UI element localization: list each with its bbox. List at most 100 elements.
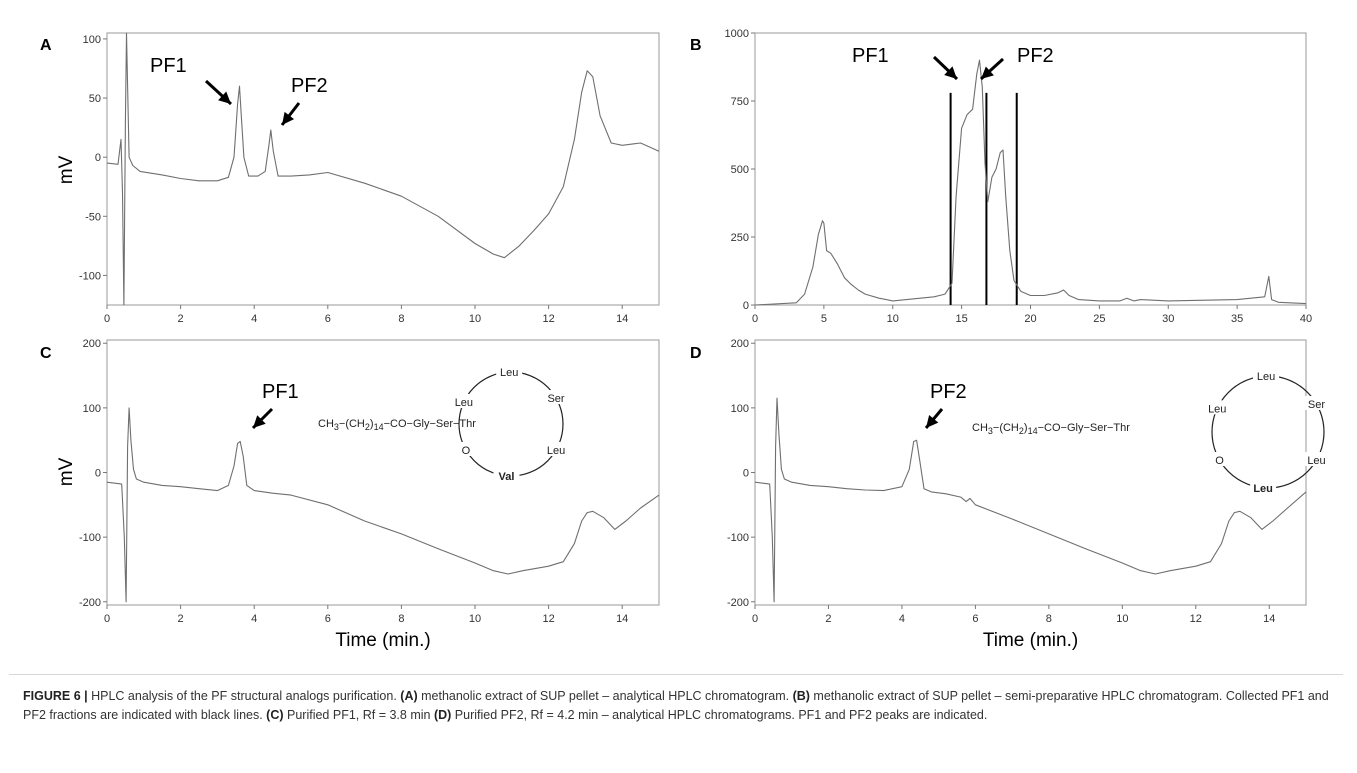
panel-c-ring-residue: Ser xyxy=(547,393,564,405)
panel-d-x-tick-label: 10 xyxy=(1116,613,1128,625)
panel-c-y-tick-label: 0 xyxy=(95,468,101,480)
panel-b-x-tick-label: 20 xyxy=(1024,313,1036,325)
panel-a-y-tick-label: -100 xyxy=(79,270,101,282)
panel-c-ring-gap xyxy=(452,442,479,456)
caption-box: FIGURE 6 | HPLC analysis of the PF struc… xyxy=(9,674,1343,766)
panel-c-annotation-pf1: PF1 xyxy=(262,381,299,403)
panel-b-x-tick-label: 15 xyxy=(956,313,968,325)
panel-d-x-tick-label: 6 xyxy=(972,613,978,625)
panel-c-frame xyxy=(106,339,660,606)
panel-d-structure-chain: CH3−(CH2)14−CO−Gly−Ser−Thr xyxy=(972,422,1130,436)
panel-b-y-tick-label: 1000 xyxy=(725,28,749,40)
panel-a-series-line xyxy=(106,32,660,306)
panel-d-series-line xyxy=(754,397,1307,603)
panel-c-x-axis-title: Time (min.) xyxy=(335,630,430,651)
panel-c-x-tick-label: 14 xyxy=(616,613,628,625)
panel-c-x-tick-label: 4 xyxy=(251,613,257,625)
caption-d-label: (D) xyxy=(433,708,452,722)
panel-c-y-tick-label: 100 xyxy=(83,403,101,415)
caption-b-text: methanolic extract of SUP pellet – semi-… xyxy=(23,689,1329,722)
panel-d-ring-residue: Leu xyxy=(1307,455,1325,467)
panel-a-x-tick-label: 0 xyxy=(104,313,110,325)
panel-c-x-tick-label: 12 xyxy=(542,613,554,625)
caption-b-label: (B) xyxy=(792,689,810,703)
caption-a-label: (A) xyxy=(400,689,418,703)
panel-d-ring-residue: Leu xyxy=(1253,483,1273,495)
panel-c-ring-gap xyxy=(543,390,570,404)
panel-d-ring-residue: O xyxy=(1215,455,1224,467)
panel-a-x-tick-label: 6 xyxy=(325,313,331,325)
panel-d-letter: D xyxy=(690,345,702,362)
panel-d-x-axis-title: Time (min.) xyxy=(983,630,1078,651)
panel-a-frame xyxy=(106,32,660,306)
panel-b-arrow-pf1-head xyxy=(944,66,957,79)
panel-b-annotation-pf1: PF1 xyxy=(852,45,889,67)
panel-c-ring-residue: Val xyxy=(499,471,515,483)
panel-a-annotation-pf1: PF1 xyxy=(150,55,187,77)
panel-d-ring-residue: Ser xyxy=(1308,399,1325,411)
panel-b-y-tick-label: 750 xyxy=(731,96,749,108)
panel-a-x-tick-label: 12 xyxy=(542,313,554,325)
panel-c-ring-gap xyxy=(543,442,570,456)
panel-c-x-tick-label: 8 xyxy=(398,613,404,625)
panel-b-x-tick-label: 35 xyxy=(1231,313,1243,325)
panel-d-ring-gap xyxy=(1303,452,1330,466)
caption-figure-label: FIGURE 6 | xyxy=(23,689,88,703)
panel-d-ring-residue: Leu xyxy=(1257,371,1275,383)
panel-c-ring-gap xyxy=(450,394,477,409)
panel-b-y-tick-label: 250 xyxy=(731,232,749,244)
panel-d-x-tick-label: 12 xyxy=(1190,613,1202,625)
panel-d-arrow-pf2-head xyxy=(926,414,939,428)
panel-d-y-tick-label: 100 xyxy=(731,403,749,415)
panel-c-ring-residue: Leu xyxy=(455,397,473,409)
panel-a-x-tick-label: 2 xyxy=(178,313,184,325)
panel-b-x-tick-label: 25 xyxy=(1093,313,1105,325)
panel-a-x-tick-label: 14 xyxy=(616,313,628,325)
panel-c-x-tick-label: 10 xyxy=(469,613,481,625)
panel-d-y-tick-label: 200 xyxy=(731,338,749,350)
panel-d-x-tick-label: 4 xyxy=(899,613,905,625)
panel-c-structure-chain: CH3−(CH2)14−CO−Gly−Ser−Thr xyxy=(318,418,476,432)
panel-c-arrow-pf1-head xyxy=(253,415,266,428)
panel-a-arrow-pf2-head xyxy=(282,111,295,125)
panel-d-ring-gap xyxy=(1303,396,1330,410)
panel-d-ring-gap xyxy=(1253,368,1280,383)
panel-a-letter: A xyxy=(40,37,52,54)
panel-d-ring-gap xyxy=(1204,400,1231,415)
panel-a-x-tick-label: 4 xyxy=(251,313,257,325)
panel-a-y-tick-label: 50 xyxy=(89,93,101,105)
panel-d-y-tick-label: -100 xyxy=(727,532,749,544)
panel-a-y-tick-label: 100 xyxy=(83,34,101,46)
panel-a-y-tick-label: -50 xyxy=(85,211,101,223)
panel-a-annotation-pf2: PF2 xyxy=(291,75,328,97)
panel-c-series-line xyxy=(106,407,660,603)
panel-d-ring-gap xyxy=(1250,479,1277,494)
panel-d-x-tick-label: 8 xyxy=(1046,613,1052,625)
caption-d-text: Purified PF2, Rf = 4.2 min – analytical … xyxy=(451,708,988,722)
panel-c-y-tick-label: -100 xyxy=(79,532,101,544)
panel-d-annotation-pf2: PF2 xyxy=(930,381,967,403)
panel-b-y-tick-label: 500 xyxy=(731,164,749,176)
panel-a-arrow-pf1-head xyxy=(218,91,231,104)
panel-c-ring-gap xyxy=(493,467,520,482)
panel-d-ring-gap xyxy=(1206,452,1233,466)
panel-b-x-tick-label: 5 xyxy=(821,313,827,325)
panel-a-x-tick-label: 10 xyxy=(469,313,481,325)
panel-b-x-tick-label: 30 xyxy=(1162,313,1174,325)
panel-a-y-tick-label: 0 xyxy=(95,152,101,164)
panel-b-x-tick-label: 40 xyxy=(1300,313,1312,325)
panel-c-y-axis-title: mV xyxy=(56,457,77,486)
panel-c-x-tick-label: 2 xyxy=(178,613,184,625)
panel-c-letter: C xyxy=(40,345,52,362)
panel-c-ring-residue: Leu xyxy=(547,445,565,457)
panel-c-ring-residue: O xyxy=(462,445,471,457)
panel-d-y-tick-label: -200 xyxy=(727,597,749,609)
panel-a-y-axis-title: mV xyxy=(56,155,77,184)
panel-b-x-tick-label: 0 xyxy=(752,313,758,325)
panel-c-ring-residue: Leu xyxy=(500,367,518,379)
panel-c-y-tick-label: -200 xyxy=(79,597,101,609)
figure-caption: FIGURE 6 | HPLC analysis of the PF struc… xyxy=(23,687,1333,725)
panel-c-ring-gap xyxy=(496,364,523,379)
panel-d-frame xyxy=(754,339,1307,606)
caption-intro: HPLC analysis of the PF structural analo… xyxy=(87,689,401,703)
